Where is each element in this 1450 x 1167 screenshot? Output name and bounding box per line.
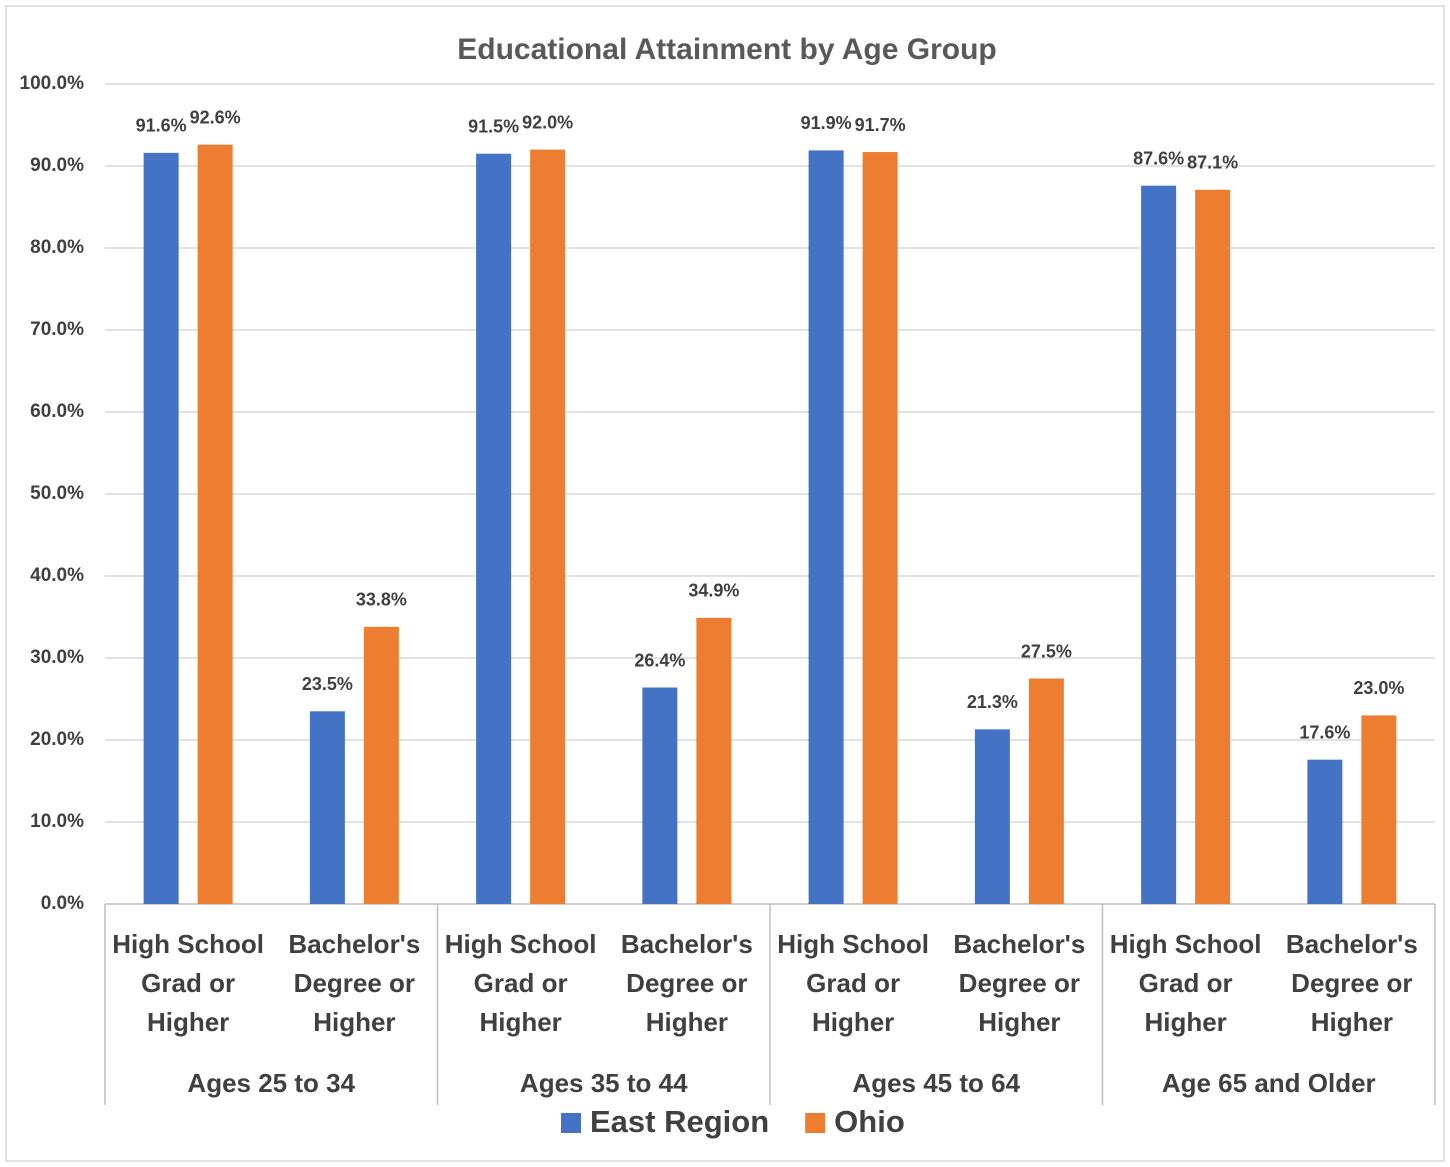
legend-label: East Region — [590, 1104, 769, 1139]
x-tick-label: Bachelor's Degree or Higher — [1285, 929, 1418, 1037]
bar — [642, 687, 678, 904]
bar — [309, 711, 345, 904]
bar — [1361, 715, 1397, 904]
y-tick-label: 50.0% — [30, 483, 84, 504]
data-label: 91.7% — [855, 115, 906, 135]
bar — [143, 152, 179, 904]
group-label: Ages 25 to 34 — [187, 1068, 356, 1098]
x-tick-label: Bachelor's Degree or Higher — [953, 929, 1086, 1037]
data-label: 27.5% — [1021, 641, 1072, 661]
y-tick-label: 90.0% — [30, 155, 84, 176]
bar — [1028, 678, 1064, 904]
y-tick-label: 20.0% — [30, 729, 84, 750]
data-label: 87.6% — [1133, 148, 1184, 168]
bar — [1195, 189, 1231, 904]
data-label: 87.1% — [1187, 153, 1238, 173]
bar — [808, 150, 844, 905]
y-tick-label: 40.0% — [30, 565, 84, 586]
bar — [476, 153, 512, 904]
x-tick-label: High School Grad or Higher — [444, 929, 597, 1037]
data-label: 91.9% — [801, 113, 852, 133]
bar — [197, 144, 233, 904]
x-tick-label: Bachelor's Degree or Higher — [288, 929, 421, 1037]
y-tick-label: 0.0% — [41, 893, 84, 914]
group-label: Ages 45 to 64 — [852, 1068, 1021, 1098]
data-label: 33.8% — [356, 590, 407, 610]
x-tick-label: High School Grad or Higher — [112, 929, 264, 1037]
group-label: Ages 35 to 44 — [519, 1068, 688, 1098]
data-label: 34.9% — [688, 581, 739, 601]
x-tick-label: Bachelor's Degree or Higher — [620, 929, 753, 1037]
data-label: 92.0% — [522, 112, 573, 132]
bar — [363, 626, 399, 904]
y-tick-label: 10.0% — [30, 811, 84, 832]
chart-title: Educational Attainment by Age Group — [457, 33, 996, 66]
bar — [1141, 185, 1177, 904]
data-label: 21.3% — [967, 692, 1018, 712]
bar — [862, 152, 898, 904]
y-tick-label: 80.0% — [30, 237, 84, 258]
y-tick-label: 100.0% — [20, 73, 85, 94]
data-label: 23.5% — [302, 674, 353, 694]
x-tick-label: High School Grad or Higher — [777, 929, 929, 1037]
data-label: 23.0% — [1353, 678, 1404, 698]
bar — [696, 617, 732, 904]
y-tick-label: 60.0% — [30, 401, 84, 422]
data-label: 26.4% — [634, 650, 685, 670]
y-tick-label: 30.0% — [30, 647, 84, 668]
bar — [530, 149, 566, 905]
group-label: Age 65 and Older — [1161, 1068, 1376, 1098]
legend-swatch — [805, 1113, 826, 1133]
legend-swatch — [561, 1113, 581, 1133]
x-tick-label: High School Grad or Higher — [1109, 929, 1262, 1037]
bar — [1307, 759, 1343, 904]
bar — [974, 729, 1010, 904]
data-label: 92.6% — [190, 107, 241, 127]
legend-label: Ohio — [834, 1104, 905, 1139]
data-label: 91.5% — [468, 116, 519, 136]
data-label: 91.6% — [136, 116, 187, 136]
y-tick-label: 70.0% — [30, 319, 84, 340]
data-label: 17.6% — [1299, 722, 1350, 742]
